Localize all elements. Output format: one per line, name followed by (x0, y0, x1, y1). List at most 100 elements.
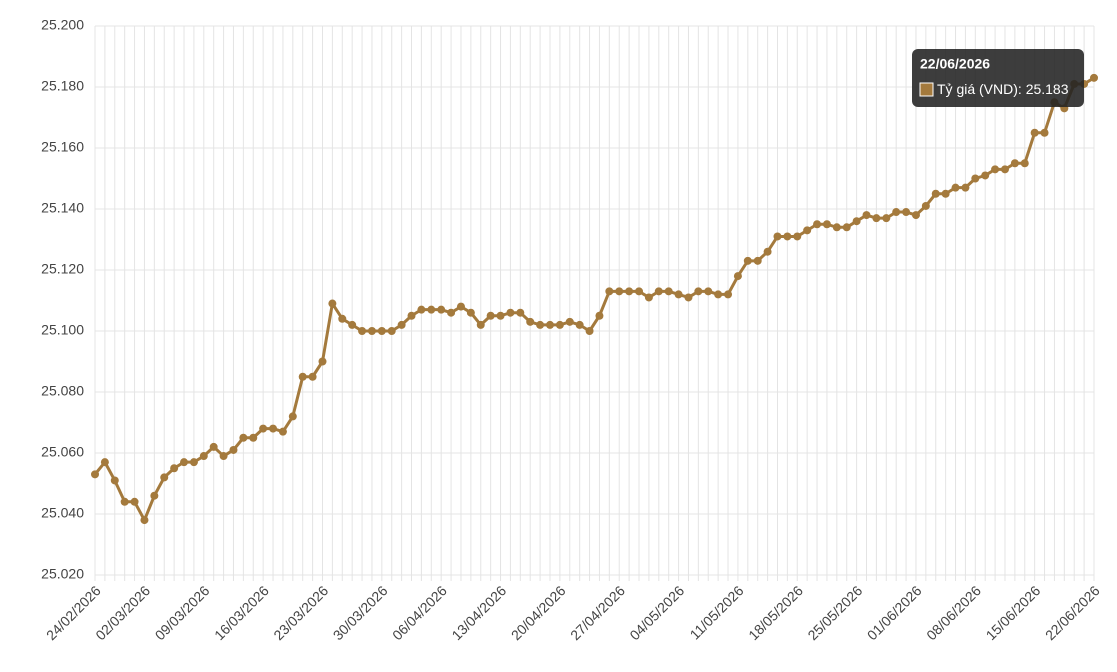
point (793, 232, 802, 241)
y-tick-label: 25.080 (41, 383, 84, 399)
point (536, 320, 545, 329)
point (447, 308, 456, 317)
point (476, 320, 485, 329)
point (813, 220, 822, 229)
x-tick-label: 13/04/2026 (448, 582, 509, 643)
x-tick-label: 01/06/2026 (864, 582, 925, 643)
point (338, 314, 347, 323)
x-tick-label: 04/05/2026 (626, 582, 687, 643)
point (486, 311, 495, 320)
x-tick-label: 15/06/2026 (983, 582, 1044, 643)
y-tick-label: 25.020 (41, 566, 84, 582)
point (892, 208, 901, 217)
y-tick-label: 25.100 (41, 322, 84, 338)
tooltip: 22/06/2026 Tỷ giá (VND): 25.183 (912, 49, 1084, 107)
tooltip-value: 25.183 (1026, 81, 1069, 97)
point (931, 189, 940, 198)
point (911, 211, 920, 220)
x-tick-label: 25/05/2026 (804, 582, 865, 643)
point (803, 226, 812, 235)
point (199, 452, 208, 461)
y-tick-label: 25.140 (41, 200, 84, 216)
point (615, 287, 624, 296)
plot (91, 73, 1098, 525)
point (180, 458, 189, 467)
point (140, 516, 149, 525)
point (724, 290, 733, 299)
point (872, 214, 881, 223)
x-tick-label: 18/05/2026 (745, 582, 806, 643)
line (93, 76, 1095, 522)
point (130, 497, 139, 506)
point (377, 327, 386, 335)
point (971, 174, 980, 183)
point (239, 433, 248, 442)
point (1010, 159, 1019, 168)
point (644, 293, 653, 302)
tooltip-sep: : (1018, 81, 1026, 97)
y-tick-label: 25.060 (41, 444, 84, 460)
x-tick-label: 30/03/2026 (330, 582, 391, 643)
point (229, 445, 238, 454)
point (941, 189, 950, 198)
point (842, 223, 851, 232)
point (209, 442, 218, 451)
point (456, 302, 465, 311)
point (822, 220, 831, 229)
point (526, 317, 535, 326)
point (674, 290, 683, 299)
point (170, 464, 179, 473)
point (249, 433, 258, 442)
y-tick-label: 25.040 (41, 505, 84, 521)
y-tick-label: 25.200 (41, 17, 84, 33)
point (160, 473, 169, 482)
y-tick-label: 25.180 (41, 78, 84, 94)
point (773, 232, 782, 241)
point (189, 458, 198, 467)
point (753, 256, 762, 265)
tooltip-swatch (919, 82, 934, 97)
point (1040, 128, 1049, 137)
x-tick-label: 09/03/2026 (152, 582, 213, 643)
x-tick-label: 02/03/2026 (92, 582, 153, 643)
tooltip-series: Tỷ giá (VND) (937, 81, 1018, 97)
point (219, 452, 228, 461)
point (1000, 165, 1009, 174)
point (288, 412, 297, 421)
point (318, 357, 327, 366)
point (921, 201, 930, 210)
point (585, 327, 594, 335)
point (110, 476, 119, 485)
point (704, 287, 713, 296)
point (595, 311, 604, 320)
x-tick-label: 16/03/2026 (211, 582, 272, 643)
point (91, 470, 99, 479)
x-tick-label: 20/04/2026 (508, 582, 569, 643)
point (625, 287, 634, 296)
point (358, 327, 367, 335)
x-tick-label: 11/05/2026 (687, 582, 747, 642)
point (417, 305, 426, 314)
point (278, 427, 287, 436)
point (961, 183, 970, 192)
y-tick-label: 25.120 (41, 261, 84, 277)
point (743, 256, 752, 265)
point (308, 372, 317, 381)
point (407, 311, 416, 320)
y-tick-label: 25.160 (41, 139, 84, 155)
x-tick-label: 23/03/2026 (270, 582, 331, 643)
point (150, 491, 159, 500)
point (387, 327, 396, 335)
point (1020, 159, 1029, 168)
point (635, 287, 644, 296)
x-tick-label: 27/04/2026 (567, 582, 628, 643)
point (951, 183, 960, 192)
point (555, 320, 564, 329)
point (437, 305, 446, 314)
point (496, 311, 505, 320)
point (328, 299, 337, 308)
point (763, 247, 772, 256)
point (862, 211, 871, 220)
